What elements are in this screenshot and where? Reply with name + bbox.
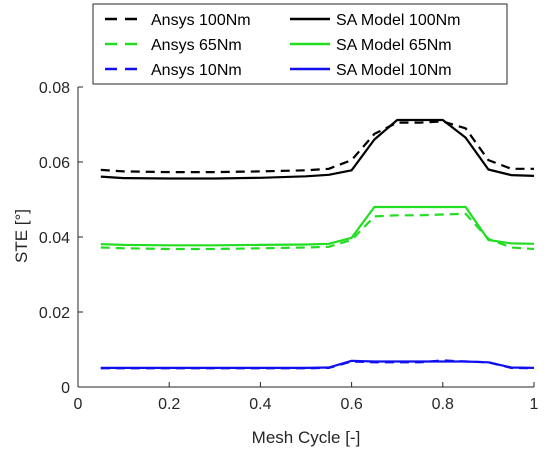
x-tick-label: 0.8 — [432, 396, 454, 413]
tick-labels: 0 0.2 0.4 0.6 0.8 1 0 0.02 0.04 0.06 0.08 — [39, 80, 539, 413]
series-line-ansys-100nm — [100, 120, 534, 174]
legend-label-sa-model-100nm: SA Model 100Nm — [336, 12, 461, 29]
x-tick-label: 0.4 — [249, 396, 271, 413]
x-tick-label: 0.6 — [340, 396, 362, 413]
x-tick-label: 0 — [74, 396, 83, 413]
y-axis-label: STE [°] — [12, 209, 31, 263]
series-line-sa-model-10nm — [100, 359, 535, 369]
legend-label-sa-model-65nm: SA Model 65Nm — [336, 37, 452, 54]
legend-label-ansys-65nm: Ansys 65Nm — [151, 37, 242, 54]
series-line-sa-model-65nm — [100, 205, 535, 247]
x-tick-label: 0.2 — [158, 396, 180, 413]
series-lines — [100, 118, 535, 370]
axes — [77, 86, 535, 388]
legend-label-sa-model-10nm: SA Model 10Nm — [336, 62, 452, 79]
y-tick-label: 0.08 — [39, 80, 70, 97]
y-tick-label: 0 — [61, 380, 70, 397]
series-line-ansys-65nm — [100, 212, 535, 251]
x-tick-label: 1 — [530, 396, 539, 413]
y-tick-label: 0.06 — [39, 155, 70, 172]
series-line-sa-model-100nm — [100, 118, 535, 180]
legend: Ansys 100Nm SA Model 100Nm Ansys 65Nm SA Mo… — [92, 3, 508, 85]
x-axis-label: Mesh Cycle [-] — [252, 428, 361, 447]
y-tick-label: 0.02 — [39, 305, 70, 322]
legend-label-ansys-10nm: Ansys 10Nm — [151, 62, 242, 79]
y-tick-label: 0.04 — [39, 230, 70, 247]
legend-label-ansys-100nm: Ansys 100Nm — [151, 12, 251, 29]
